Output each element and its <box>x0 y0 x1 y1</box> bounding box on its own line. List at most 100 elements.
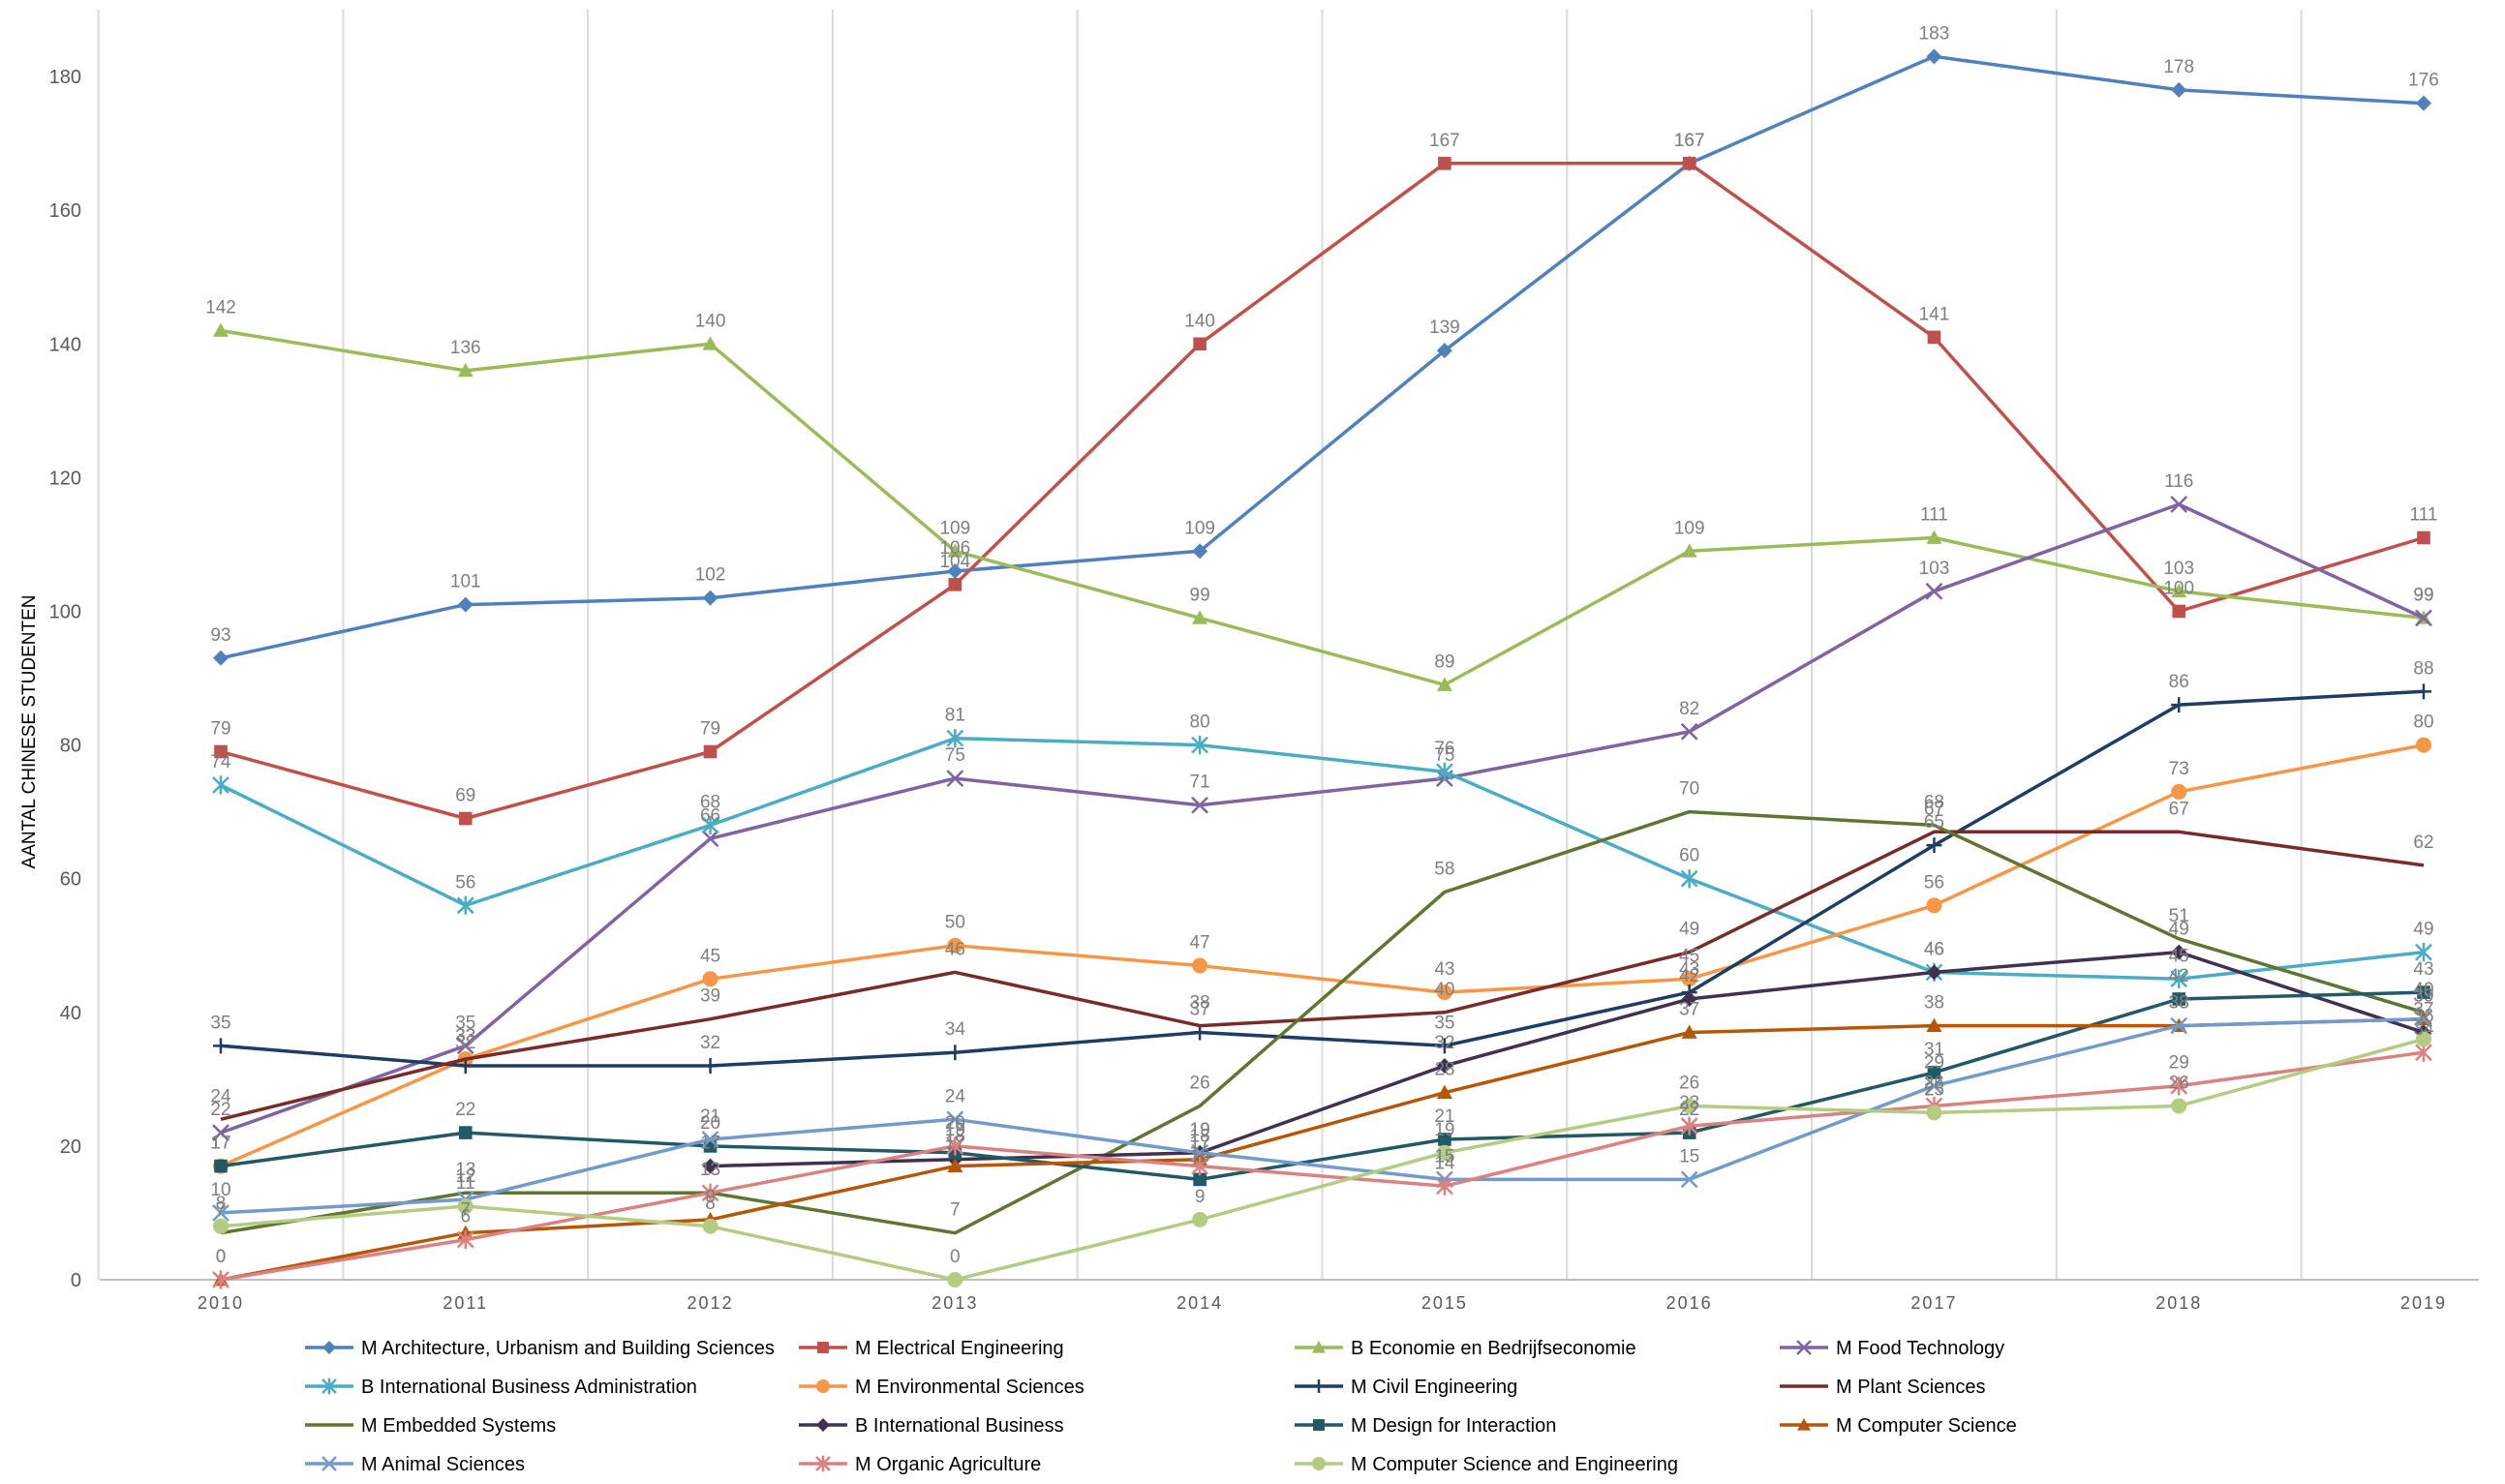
data-point <box>1680 722 1698 741</box>
data-label: 56 <box>455 872 475 893</box>
data-label: 29 <box>2169 1053 2189 1074</box>
data-point <box>213 322 229 337</box>
data-point <box>2170 1016 2188 1035</box>
data-point <box>1926 48 1942 65</box>
data-label: 6 <box>460 1207 471 1227</box>
x-tick-label: 2019 <box>2400 1293 2447 1313</box>
data-point <box>2416 737 2431 753</box>
data-label: 82 <box>1679 699 1699 719</box>
data-point <box>947 543 963 558</box>
data-label: 103 <box>2163 559 2194 579</box>
data-point <box>1926 530 1942 544</box>
data-point <box>701 815 719 835</box>
data-label: 34 <box>945 1019 966 1040</box>
data-label: 25 <box>1924 1079 1944 1100</box>
data-label: 19 <box>945 1120 965 1140</box>
data-point <box>212 775 229 795</box>
legend-label: M Electrical Engineering <box>855 1338 1064 1359</box>
series-line <box>220 502 2425 1135</box>
data-label: 109 <box>939 518 970 538</box>
data-label: 18 <box>945 1127 965 1147</box>
data-label: 80 <box>1190 712 1210 733</box>
data-label: 26 <box>1924 1073 1944 1093</box>
x-tick-label: 2018 <box>2155 1293 2202 1313</box>
data-point <box>2171 81 2187 98</box>
legend-label: M Computer Science <box>1836 1415 2017 1437</box>
data-point <box>1681 1098 1697 1114</box>
series-layer <box>212 48 2432 1289</box>
y-tick-label: 100 <box>49 601 81 622</box>
data-point <box>947 563 963 580</box>
data-point <box>2170 496 2188 513</box>
data-label: 75 <box>945 745 965 766</box>
data-point <box>948 578 962 591</box>
data-label: 111 <box>1920 505 1948 526</box>
data-label: 33 <box>455 1026 475 1046</box>
data-point <box>2171 1098 2187 1114</box>
data-label: 38 <box>1190 993 1210 1014</box>
legend-label: M Computer Science and Engineering <box>1351 1454 1678 1475</box>
data-label: 11 <box>456 1173 475 1194</box>
data-label: 0 <box>216 1247 227 1267</box>
data-label: 21 <box>700 1106 720 1127</box>
data-label: 39 <box>2413 986 2433 1007</box>
legend-item: M Organic Agriculture <box>799 1454 1041 1475</box>
series-8 <box>220 809 2425 1235</box>
data-label: 17 <box>210 1134 230 1154</box>
data-point <box>2415 609 2432 627</box>
data-label: 167 <box>1674 131 1705 151</box>
data-label: 99 <box>2413 585 2433 605</box>
data-label: 40 <box>1434 980 1454 1000</box>
data-point <box>1436 1038 1452 1054</box>
series-line <box>220 689 2425 1068</box>
data-point <box>1191 1157 1208 1176</box>
series-line <box>220 1016 2425 1215</box>
data-label: 99 <box>2413 585 2433 605</box>
data-point <box>702 590 718 606</box>
series-line <box>220 990 2425 1182</box>
data-label: 39 <box>700 986 720 1007</box>
data-label: 49 <box>2169 920 2189 940</box>
data-point <box>2172 992 2186 1006</box>
data-point <box>458 811 473 826</box>
legend-marker <box>816 1418 830 1432</box>
data-point <box>2416 683 2431 700</box>
legend-label: B International Business Administration <box>361 1377 697 1398</box>
data-point <box>1438 157 1451 170</box>
data-point <box>701 1183 719 1202</box>
data-point <box>2415 943 2432 962</box>
data-point <box>1681 543 1697 558</box>
data-label: 26 <box>2169 1073 2189 1093</box>
data-point <box>1436 1144 1452 1161</box>
data-point <box>457 1198 474 1215</box>
data-point <box>2171 583 2187 598</box>
data-point <box>1926 837 1942 854</box>
legend-label: M Organic Agriculture <box>855 1454 1041 1475</box>
legend-item: M Civil Engineering <box>1295 1377 1517 1398</box>
data-label: 93 <box>210 625 230 646</box>
data-label: 88 <box>2413 658 2433 679</box>
data-point <box>1680 1116 1698 1136</box>
data-label: 71 <box>1190 772 1210 793</box>
data-point <box>2172 604 2186 619</box>
data-label: 45 <box>1679 946 1699 966</box>
data-label: 15 <box>1434 1146 1454 1166</box>
data-point <box>1191 735 1208 755</box>
data-label: 79 <box>700 718 720 739</box>
data-point <box>1926 1105 1942 1121</box>
legend-item: B International Business <box>799 1415 1064 1437</box>
data-point <box>1192 957 1208 974</box>
legend-label: M Embedded Systems <box>361 1415 556 1437</box>
data-label: 14 <box>1434 1153 1455 1173</box>
data-label: 102 <box>695 565 726 586</box>
data-label: 12 <box>455 1166 475 1187</box>
x-tick-label: 2011 <box>443 1293 488 1313</box>
x-tick-label: 2014 <box>1176 1293 1223 1313</box>
data-label: 13 <box>700 1160 720 1180</box>
data-label: 29 <box>1924 1053 1944 1074</box>
data-point <box>1436 762 1453 781</box>
data-label: 7 <box>216 1200 227 1221</box>
data-label: 43 <box>1679 959 1699 980</box>
legend-label: M Plant Sciences <box>1836 1377 1986 1398</box>
